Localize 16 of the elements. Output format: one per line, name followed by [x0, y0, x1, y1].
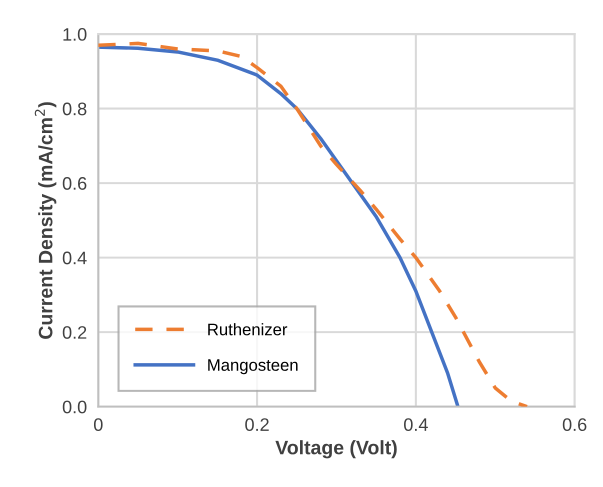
line-series — [98, 45, 460, 407]
y-tick-label: 1.0 — [63, 28, 86, 41]
y-tick-label: 0.6 — [62, 177, 86, 190]
y-tick-label: 0.8 — [62, 102, 86, 116]
legend-label: Ruthenizer — [208, 323, 288, 336]
y-axis-title: Current Density (mA/cm$^{2}$) — [34, 102, 56, 339]
y-tick-label: 0.0 — [62, 400, 86, 414]
line-series — [98, 42, 529, 407]
x-tick-label: 0.2 — [245, 418, 269, 432]
y-tick-label: 0.2 — [62, 326, 86, 339]
x-tick-label: 0 — [94, 418, 103, 432]
x-tick-label: 0.6 — [562, 418, 586, 432]
legend-label: Mangosteen — [208, 359, 298, 374]
x-tick-label: 0.4 — [404, 418, 428, 432]
y-tick-label: 0.4 — [62, 252, 87, 264]
x-axis-title: Voltage (Volt) — [275, 440, 397, 458]
